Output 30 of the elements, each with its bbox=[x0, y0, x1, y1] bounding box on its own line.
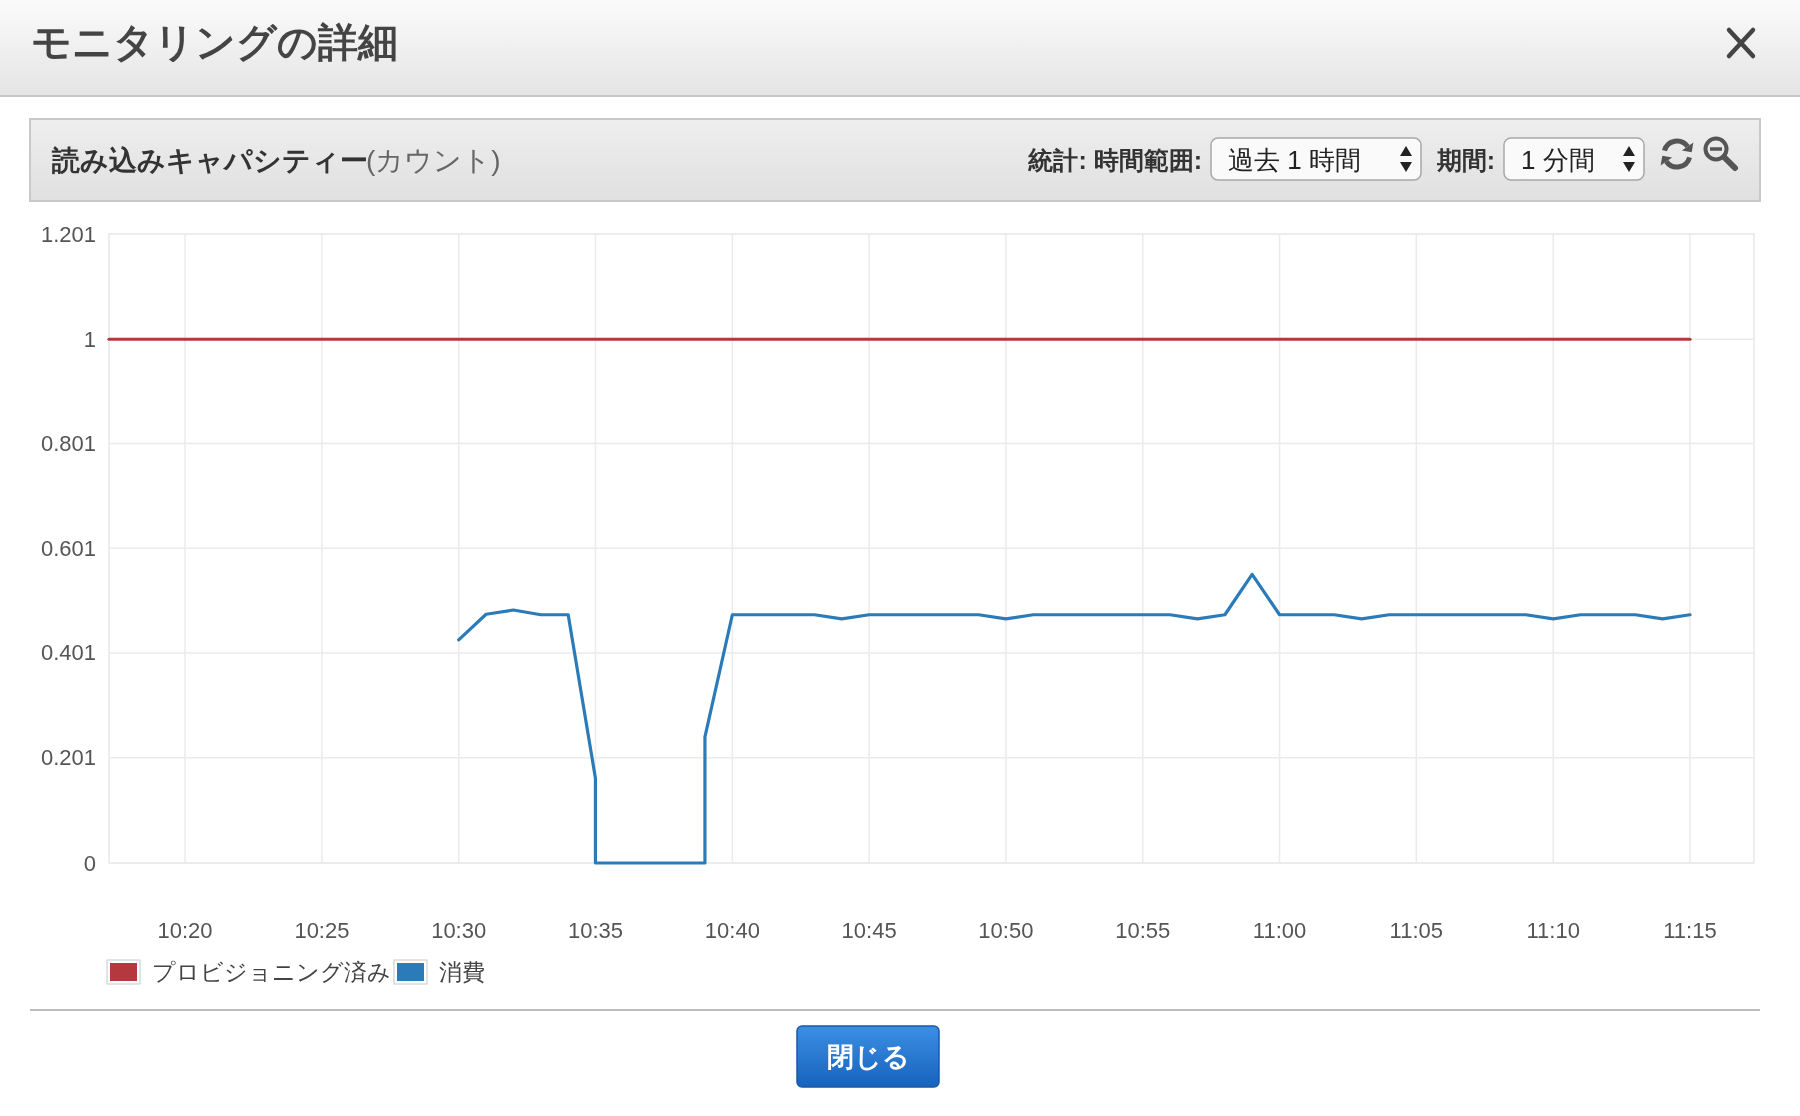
text: 1 分間 bbox=[1521, 145, 1595, 175]
text: 閉じる bbox=[826, 1042, 910, 1072]
y-tick-label: 0 bbox=[83, 850, 96, 876]
text: 統計: 時間範囲: bbox=[1027, 146, 1202, 174]
x-tick-label: 10:20 bbox=[157, 917, 213, 943]
y-tick-label: 0.401 bbox=[40, 640, 96, 666]
chart-title: モニタリングの詳細 bbox=[31, 20, 398, 64]
x-tick-label: 11:15 bbox=[1663, 917, 1717, 943]
x-tick-label: 10:45 bbox=[841, 917, 897, 943]
y-tick-label: 0.601 bbox=[40, 535, 96, 561]
x-tick-label: 11:00 bbox=[1252, 917, 1307, 943]
line-series bbox=[457, 572, 1692, 865]
y-tick-label: 0.201 bbox=[40, 745, 96, 771]
x-tick-label: 10:50 bbox=[978, 917, 1034, 943]
legend-label: 消費 bbox=[439, 959, 485, 985]
legend-label: プロビジョニング済み bbox=[152, 959, 391, 985]
x-tick-label: 11:05 bbox=[1389, 917, 1444, 943]
text: 期間: bbox=[1435, 146, 1495, 174]
y-axis-title: (カウント) bbox=[366, 144, 501, 176]
x-tick-label: 10:25 bbox=[294, 917, 350, 943]
x-tick-label: 10:30 bbox=[431, 917, 487, 943]
x-tick-label: 10:55 bbox=[1115, 917, 1171, 943]
y-tick-label: 1.201 bbox=[40, 221, 96, 247]
x-tick-label: 10:35 bbox=[567, 917, 623, 943]
x-tick-label: 11:10 bbox=[1526, 917, 1580, 943]
x-tick-label: 10:40 bbox=[704, 917, 760, 943]
y-tick-label: 0.801 bbox=[40, 430, 96, 456]
chart-subtitle: 読み込みキャパシティー bbox=[51, 144, 368, 176]
y-tick-label: 1 bbox=[83, 326, 96, 352]
text: 過去 1 時間 bbox=[1228, 145, 1361, 175]
